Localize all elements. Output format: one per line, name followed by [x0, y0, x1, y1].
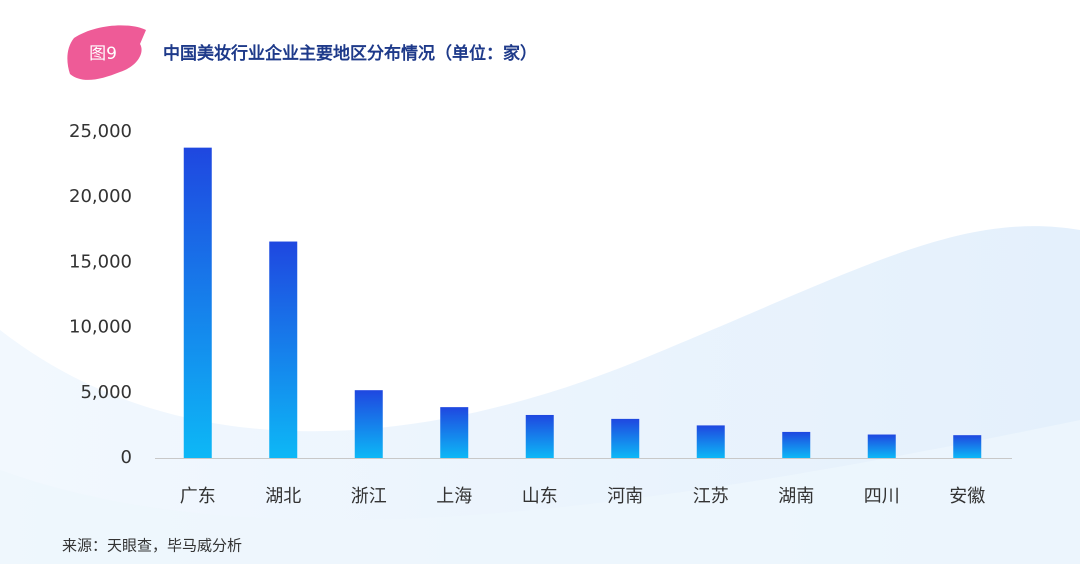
x-tick-label: 江苏: [693, 486, 729, 507]
source-note: 来源：天眼查，毕马威分析: [62, 537, 242, 555]
y-tick-label: 10,000: [69, 317, 132, 338]
x-tick-label: 山东: [522, 486, 558, 507]
bar: [696, 425, 725, 458]
y-tick-label: 15,000: [69, 251, 132, 272]
bar: [782, 431, 811, 458]
y-tick-label: 5,000: [80, 382, 132, 403]
background-wave: [0, 420, 1080, 564]
figure-badge: [67, 25, 146, 80]
figure-label: 图9: [89, 44, 117, 64]
y-tick-label: 25,000: [69, 121, 132, 142]
y-tick-label: 20,000: [69, 186, 132, 207]
bar: [611, 418, 640, 458]
bar: [440, 407, 469, 458]
x-tick-label: 广东: [180, 486, 216, 507]
x-tick-label: 浙江: [351, 486, 387, 507]
x-tick-label: 河南: [607, 486, 643, 507]
x-tick-label: 湖南: [778, 486, 814, 507]
y-tick-label: 0: [121, 447, 132, 468]
bar: [183, 147, 212, 458]
x-tick-label: 安徽: [949, 486, 985, 507]
x-tick-label: 四川: [864, 486, 900, 507]
bar: [867, 434, 896, 458]
chart-title: 中国美妆行业企业主要地区分布情况（单位：家）: [163, 43, 537, 64]
bar: [525, 414, 554, 458]
x-tick-label: 上海: [436, 486, 472, 507]
bar: [269, 241, 298, 458]
bar: [953, 435, 982, 458]
bar: [354, 390, 383, 458]
x-tick-label: 湖北: [265, 486, 301, 507]
